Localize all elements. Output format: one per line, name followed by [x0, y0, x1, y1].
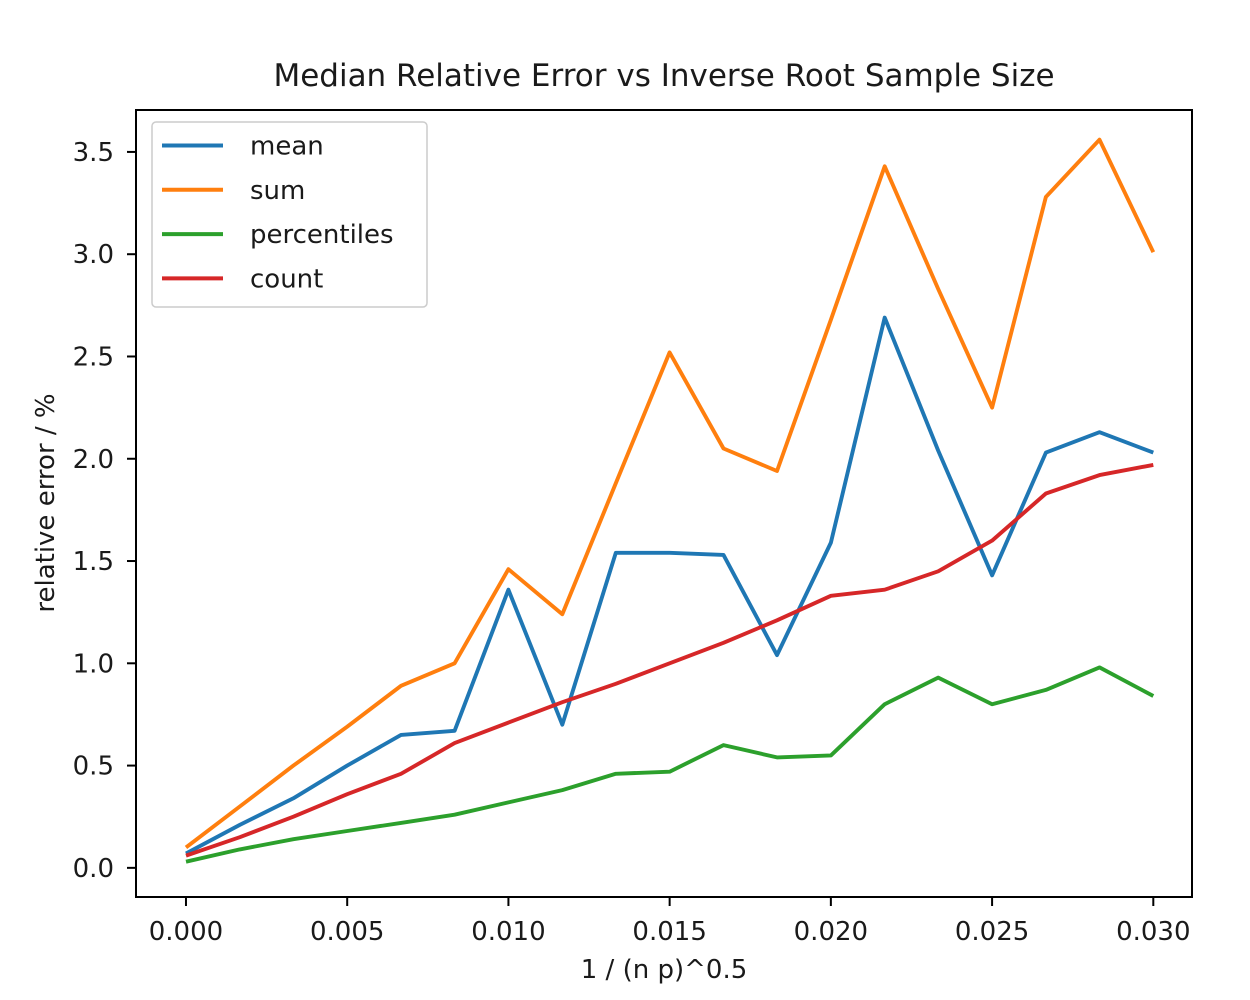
y-tick-label: 0.5: [73, 752, 114, 782]
x-axis-ticks: 0.000 0.005 0.010 0.015 0.020 0.025 0.030: [149, 897, 1191, 947]
x-tick-label: 0.010: [471, 917, 545, 947]
x-tick-label: 0.005: [310, 917, 384, 947]
series-line-sum: [184, 137, 1156, 849]
legend-label-mean: mean: [250, 132, 324, 162]
y-tick-label: 2.0: [73, 445, 114, 475]
x-axis-label: 1 / (n p)^0.5: [581, 955, 748, 985]
y-tick-label: 0.0: [73, 854, 114, 884]
series-line-percentiles: [185, 665, 1155, 864]
series-lines: [184, 137, 1156, 864]
series-line-count: [185, 462, 1154, 858]
y-tick-label: 1.5: [73, 547, 114, 577]
y-tick-label: 3.5: [73, 138, 114, 168]
y-tick-label: 3.0: [73, 240, 114, 270]
x-tick-label: 0.020: [794, 917, 868, 947]
legend-label-sum: sum: [250, 176, 305, 206]
legend: mean sum percentiles count: [151, 121, 428, 308]
x-tick-label: 0.000: [149, 917, 223, 947]
chart-title: Median Relative Error vs Inverse Root Sa…: [273, 58, 1054, 94]
legend-label-count: count: [250, 264, 323, 294]
plot-border: [135, 109, 1193, 898]
y-tick-label: 2.5: [73, 342, 114, 372]
legend-box: [151, 121, 428, 308]
x-tick-label: 0.025: [955, 917, 1029, 947]
legend-label-percentiles: percentiles: [250, 220, 394, 250]
y-axis-label: relative error / %: [31, 393, 61, 612]
series-line-mean: [185, 315, 1154, 856]
y-tick-label: 1.0: [73, 649, 114, 679]
y-axis-ticks: 0.0 0.5 1.0 1.5 2.0 2.5 3.0 3.5: [73, 138, 136, 884]
x-tick-label: 0.015: [632, 917, 706, 947]
x-tick-label: 0.030: [1116, 917, 1190, 947]
